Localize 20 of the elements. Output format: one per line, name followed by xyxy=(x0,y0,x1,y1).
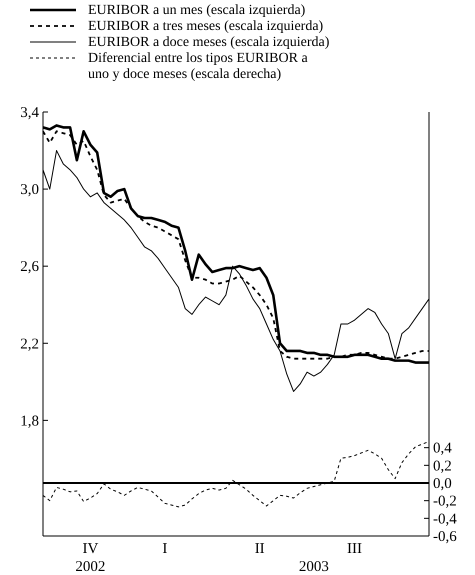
y2-tick-label: 0,0 xyxy=(433,476,452,492)
x-tick-label: 2003 xyxy=(298,559,329,575)
y-tick-label: 1,8 xyxy=(20,413,39,430)
y2-tick-label: -0,2 xyxy=(433,494,457,510)
legend-label: EURIBOR a doce meses (escala izquierda) xyxy=(88,35,330,50)
y-tick-label: 2,2 xyxy=(20,336,39,352)
y2-tick-label: -0,6 xyxy=(433,529,458,545)
legend-label: Diferencial entre los tipos EURIBOR a uno y doce meses (escala derecha) xyxy=(88,51,308,82)
x-tick-label: III xyxy=(347,541,362,557)
legend-label: EURIBOR a un mes (escala izquierda) xyxy=(88,3,306,18)
x-tick-label: IV 2002 xyxy=(75,541,106,575)
y2-tick-label: 0,4 xyxy=(433,440,452,457)
y-tick-label: 2,6 xyxy=(20,259,40,276)
y-tick-label: 3,4 xyxy=(20,105,40,121)
y2-tick-label: 0,2 xyxy=(433,458,452,474)
y-tick-label: 3,0 xyxy=(20,182,39,198)
legend-label: EURIBOR a tres meses (escala izquierda) xyxy=(88,19,324,34)
y2-tick-label: -0,4 xyxy=(433,511,458,528)
x-tick-label: I xyxy=(162,541,168,557)
x-tick-label: II xyxy=(254,541,265,557)
